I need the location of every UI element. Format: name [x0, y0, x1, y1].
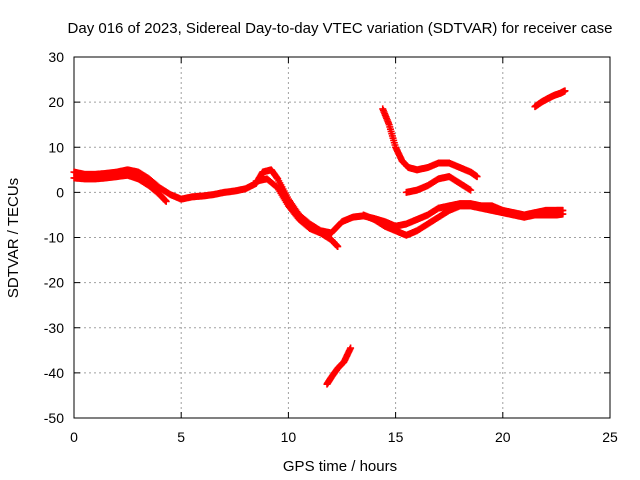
data-point — [162, 197, 170, 205]
data-series-track-5 — [379, 105, 481, 181]
y-tick-label: 20 — [48, 94, 64, 110]
y-tick-label: -10 — [44, 230, 64, 246]
axis-ticks: 0 5 10 15 20 25 -50 -40 -30 -20 -10 0 10 20 30 — [44, 49, 618, 445]
x-tick-label: 10 — [281, 429, 297, 445]
chart-title: Day 016 of 2023, Sidereal Day-to-day VTE… — [68, 20, 613, 37]
x-tick-label: 0 — [70, 429, 78, 445]
y-tick-label: -30 — [44, 320, 64, 336]
y-tick-label: -40 — [44, 365, 64, 381]
x-tick-label: 20 — [495, 429, 511, 445]
x-tick-label: 25 — [602, 429, 618, 445]
y-tick-label: 0 — [56, 184, 64, 200]
y-tick-label: 30 — [48, 49, 64, 65]
x-axis-label: GPS time / hours — [283, 458, 397, 475]
y-tick-label: 10 — [48, 139, 64, 155]
data-series-track-1 — [70, 166, 567, 237]
y-axis-label: SDTVAR / TECUs — [5, 178, 22, 298]
data-series-track-7 — [323, 344, 355, 388]
grid — [74, 57, 610, 418]
data-point — [559, 210, 567, 218]
x-tick-label: 15 — [388, 429, 404, 445]
y-tick-label: -20 — [44, 275, 64, 291]
data-point — [561, 87, 569, 95]
data-point — [473, 173, 481, 181]
data-series-track-2 — [70, 171, 170, 205]
data-series-track-4 — [359, 202, 567, 239]
data-point — [347, 344, 355, 352]
data-series-track-3 — [252, 175, 342, 251]
data-series-track-6 — [402, 173, 475, 196]
data-series-track-8 — [531, 87, 569, 111]
data-points — [70, 87, 569, 388]
data-point — [334, 243, 342, 251]
data-point — [467, 186, 475, 194]
x-tick-label: 5 — [177, 429, 185, 445]
y-tick-label: -50 — [44, 410, 64, 426]
